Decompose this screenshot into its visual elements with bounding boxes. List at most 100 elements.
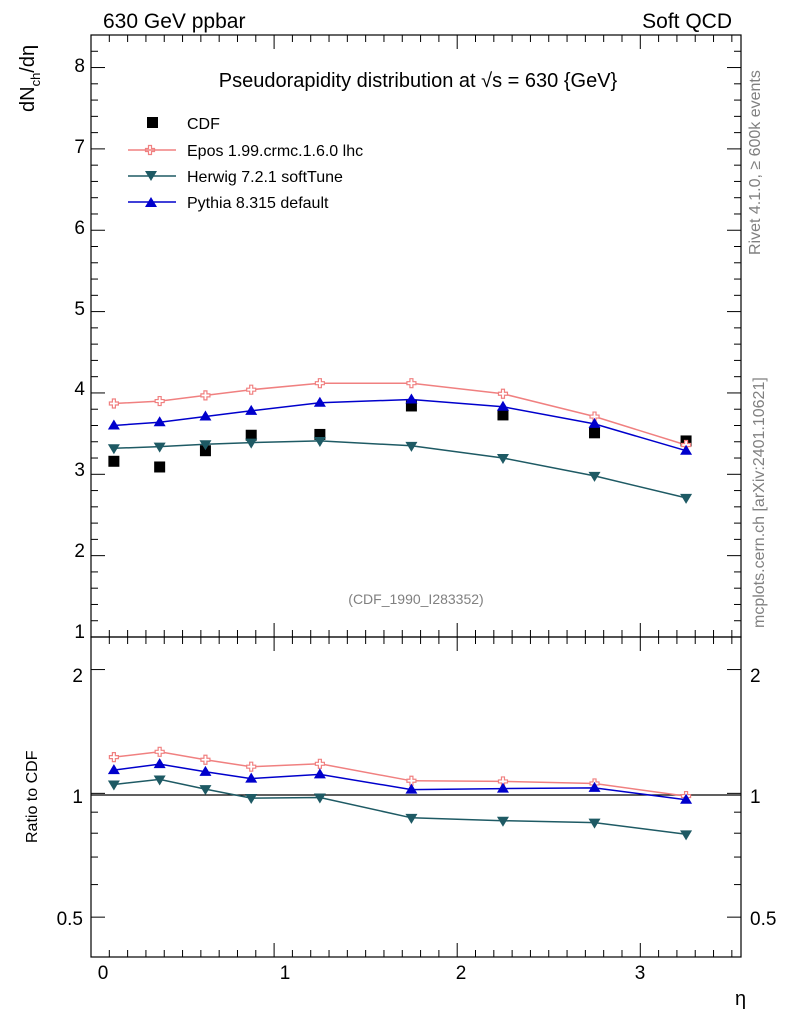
- data-point-triangle-down: [405, 813, 418, 824]
- data-point-triangle-down: [680, 830, 693, 841]
- main-y-tick-label: 7: [74, 137, 85, 158]
- data-point-square: [405, 400, 417, 412]
- data-point-triangle-up: [245, 772, 258, 783]
- data-point-cross: [497, 388, 509, 399]
- main-y-tick-label: 2: [74, 541, 85, 562]
- data-point-triangle-down: [680, 493, 693, 504]
- legend-label: Pythia 8.315 default: [187, 195, 329, 212]
- ratio-series-markers: [107, 746, 693, 841]
- ratio-panel: 0.5 1 2 0.5 1 2 Ratio to CDF 0 1 2 3 η: [24, 636, 777, 1010]
- data-point-triangle-down: [588, 818, 601, 829]
- data-point-square: [199, 445, 211, 457]
- x-tick-label: 2: [456, 963, 467, 984]
- data-point-square: [245, 429, 257, 441]
- main-series-line: [113, 440, 687, 499]
- main-y-tick-label: 5: [74, 299, 85, 320]
- ratio-y-tick-label-right: 0.5: [750, 909, 776, 930]
- header-left: 630 GeV ppbar: [103, 10, 245, 33]
- ratio-series-lines: [113, 751, 687, 836]
- data-point-cross: [406, 775, 417, 786]
- legend-entry-pythia: Pythia 8.315 default: [128, 195, 329, 212]
- analysis-watermark: (CDF_1990_I283352): [348, 591, 483, 607]
- data-point-triangle-up: [680, 444, 693, 455]
- data-point-triangle-up: [199, 765, 212, 776]
- data-point-cross: [108, 398, 119, 409]
- data-point-triangle-down: [588, 471, 601, 482]
- data-point-square: [154, 461, 166, 473]
- legend-label: Epos 1.99.crmc.1.6.0 lhc: [187, 143, 363, 160]
- main-y-tick-label: 4: [74, 379, 85, 400]
- data-point-square: [589, 427, 601, 439]
- data-point-triangle-down: [496, 816, 509, 827]
- data-point-triangle-up: [405, 393, 418, 404]
- x-axis-label: η: [735, 988, 746, 1010]
- data-point-cross: [108, 752, 119, 763]
- data-point-square: [497, 409, 509, 421]
- legend: CDF Epos 1.99.crmc.1.6.0 lhc Herwig 7.2.…: [128, 116, 363, 212]
- data-point-triangle-down: [245, 794, 258, 805]
- data-point-triangle-down: [199, 440, 212, 451]
- ratio-series-line: [113, 751, 687, 797]
- main-y-tick-label: 3: [74, 460, 85, 481]
- data-point-triangle-up: [680, 793, 693, 804]
- legend-entry-epos: Epos 1.99.crmc.1.6.0 lhc: [128, 143, 363, 160]
- data-point-cross: [314, 378, 325, 389]
- legend-marker-triangle-up: [145, 197, 157, 207]
- data-point-triangle-down: [153, 775, 166, 786]
- data-point-triangle-up: [496, 782, 509, 793]
- data-point-square: [314, 428, 326, 440]
- ratio-y-tick-label: 2: [72, 666, 83, 687]
- data-point-triangle-down: [313, 793, 326, 804]
- ratio-frame: [90, 636, 742, 958]
- data-point-cross: [200, 390, 211, 401]
- data-point-triangle-up: [107, 764, 120, 775]
- main-y-tick-label: 1: [74, 622, 85, 643]
- side-label-top: Rivet 4.1.0, ≥ 600k events: [747, 70, 764, 255]
- data-point-cross: [246, 761, 257, 772]
- data-point-triangle-up: [107, 419, 120, 430]
- main-y-tick-labels: 1 2 3 4 5 6 7 8: [74, 56, 85, 643]
- data-point-triangle-up: [245, 404, 258, 415]
- data-point-triangle-down: [496, 454, 509, 465]
- x-tick-label: 1: [280, 963, 291, 984]
- data-point-triangle-up: [313, 396, 326, 407]
- x-tick-labels: 0 1 2 3: [98, 963, 646, 984]
- main-series-line: [113, 398, 687, 452]
- ratio-series-line: [113, 763, 687, 801]
- data-point-triangle-up: [199, 410, 212, 421]
- main-y-axis-label: dNch/dη: [17, 45, 43, 112]
- data-point-triangle-down: [107, 444, 120, 455]
- data-point-triangle-down: [199, 785, 212, 796]
- data-point-triangle-up: [588, 417, 601, 428]
- x-tick-label: 3: [635, 963, 646, 984]
- data-point-triangle-up: [405, 783, 418, 794]
- x-tick-label: 0: [98, 963, 109, 984]
- data-point-cross: [154, 395, 165, 407]
- ratio-y-tick-labels: 0.5 1 2 0.5 1 2: [57, 666, 777, 930]
- data-point-cross: [406, 378, 417, 389]
- data-point-triangle-down: [313, 436, 326, 447]
- ratio-y-axis-label: Ratio to CDF: [24, 750, 41, 843]
- header-right: Soft QCD: [642, 10, 732, 33]
- data-point-triangle-up: [153, 416, 166, 427]
- data-point-triangle-down: [107, 780, 120, 791]
- side-label-bottom: mcplots.cern.ch [arXiv:2401.10621]: [751, 377, 768, 628]
- data-point-triangle-up: [153, 758, 166, 769]
- legend-label: CDF: [187, 116, 220, 133]
- data-point-triangle-down: [405, 441, 418, 452]
- data-point-cross: [246, 384, 257, 395]
- data-point-cross: [314, 758, 325, 769]
- main-panel: 1 2 3 4 5 6 7 8 dNch/dη Pseudorapidity d…: [17, 34, 742, 643]
- ratio-y-tick-label: 1: [72, 787, 83, 808]
- main-y-tick-label: 6: [74, 218, 85, 239]
- ratio-y-tick-label: 0.5: [57, 909, 83, 930]
- legend-marker-triangle-down: [145, 171, 157, 181]
- legend-entry-herwig: Herwig 7.2.1 softTune: [128, 169, 343, 186]
- data-point-triangle-up: [588, 781, 601, 792]
- main-series-markers: [107, 378, 693, 504]
- data-point-cross: [200, 754, 211, 765]
- legend-marker-cross: [144, 144, 156, 156]
- legend-marker-square: [147, 117, 158, 128]
- data-point-square: [108, 455, 120, 467]
